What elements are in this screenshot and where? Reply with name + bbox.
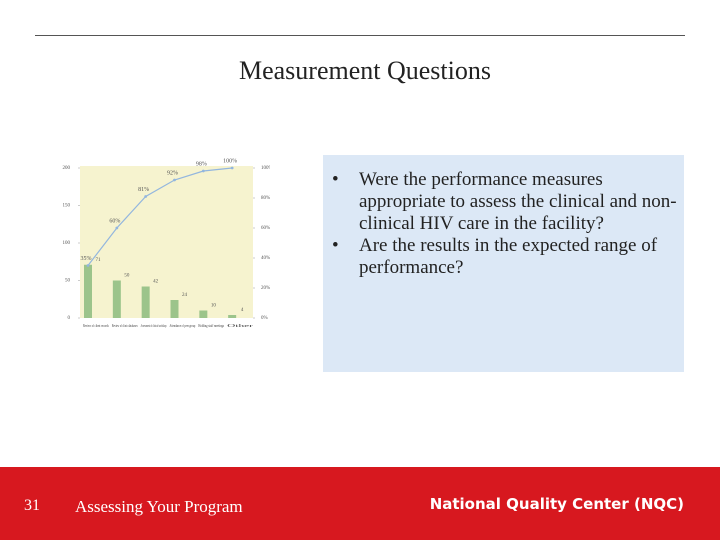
bar-label: 24 (182, 293, 188, 298)
pareto-chart: 0 50 100 150 200 0% 20% 40% 60% 80% 100% 71 Review o… (63, 158, 271, 328)
cumulative-line (87, 167, 233, 266)
bar-label: 71 (96, 258, 102, 263)
y-tick-label: 50 (65, 279, 71, 284)
cumulative-point (86, 264, 90, 267)
y-tick-label: 150 (63, 204, 71, 209)
cumulative-label: 100% (223, 158, 237, 164)
bar (199, 310, 208, 318)
bar (84, 264, 92, 318)
cumulative-point (115, 226, 119, 230)
cumulative-label: 98% (196, 161, 207, 167)
footer: 31 Assessing Your Program National Quali… (0, 467, 720, 540)
x-tick-label: Assessment of clinical workshop (141, 324, 167, 328)
bar-label: 10 (211, 304, 217, 309)
bar (141, 286, 150, 318)
cumulative-point (173, 178, 176, 182)
bullet-box: Were the performance measures appropriat… (323, 155, 684, 372)
cumulative-point (230, 166, 234, 170)
footer-text: Assessing Your Program (75, 497, 243, 516)
bullet-list: Were the performance measures appropriat… (323, 169, 684, 279)
x-tick-label: Review of client records (83, 324, 109, 328)
bar (112, 280, 121, 318)
bullet: Were the performance measures appropriat… (332, 169, 684, 235)
plot-background (80, 166, 253, 318)
bar (170, 300, 179, 318)
y-tick-label: 0 (68, 316, 71, 321)
bar (228, 315, 237, 318)
bar-label: 50 (124, 274, 130, 279)
page-number: 31 (24, 497, 40, 514)
bullet: Are the results in the expected range of… (332, 235, 684, 279)
x-tick-label: Attendance of peer group (170, 324, 196, 328)
bar-label: 42 (153, 280, 159, 285)
y2-tick-label: 20% (261, 286, 270, 291)
slide-title: Measurement Questions (238, 56, 491, 85)
y2-tick-label: 40% (261, 256, 270, 261)
top-rule (35, 35, 685, 36)
y2-tick-label: 0% (261, 316, 268, 321)
x-tick-label: Review of clinic databases (112, 324, 138, 328)
y2-tick-label: 100% (261, 166, 270, 171)
y-tick-label: 100 (63, 241, 71, 246)
organization: National Quality Center (NQC) (429, 495, 684, 513)
cumulative-label: 60% (109, 218, 120, 224)
cumulative-point (201, 169, 205, 173)
y-tick-label: 200 (63, 166, 71, 171)
y2-tick-label: 60% (261, 226, 270, 231)
cumulative-label: 81% (138, 187, 149, 193)
x-tick-label: Other (227, 324, 255, 328)
cumulative-label: 35% (81, 256, 92, 262)
x-tick-label: Holding staff meetings (198, 324, 224, 328)
cumulative-label: 92% (167, 170, 178, 176)
y2-tick-label: 80% (261, 196, 270, 201)
bar-label: 4 (241, 308, 244, 313)
cumulative-point (144, 195, 148, 198)
